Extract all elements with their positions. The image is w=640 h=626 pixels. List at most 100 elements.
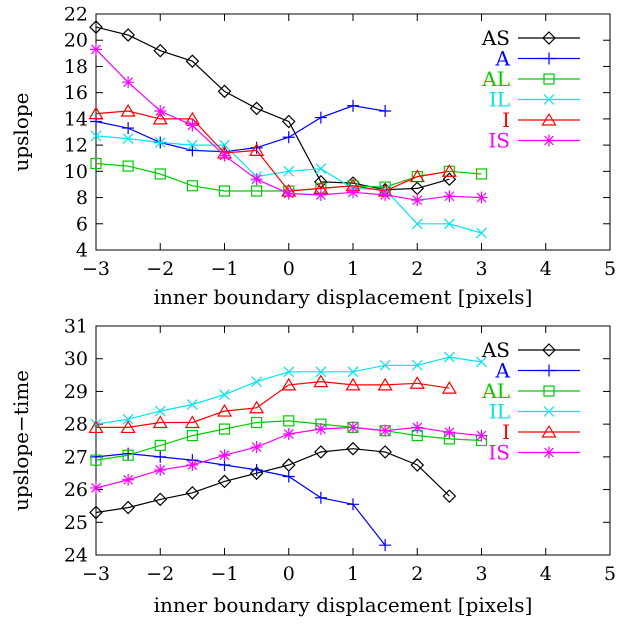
data-point xyxy=(251,416,263,429)
data-point xyxy=(347,366,359,378)
data-point xyxy=(251,185,263,197)
data-point xyxy=(379,105,392,118)
data-point xyxy=(443,426,456,439)
data-point xyxy=(282,187,295,200)
data-point xyxy=(249,143,265,156)
y-axis-label: upslope xyxy=(9,92,33,171)
series-al xyxy=(90,415,488,466)
data-point xyxy=(217,474,232,489)
legend-marker xyxy=(543,364,555,377)
y-tick-label: 29 xyxy=(64,381,88,403)
data-point xyxy=(282,427,295,440)
data-point xyxy=(219,389,230,401)
x-tick-label: −2 xyxy=(146,563,174,585)
series-as xyxy=(89,441,457,520)
x-tick-label: 2 xyxy=(411,258,423,280)
series-as xyxy=(89,20,457,197)
data-point xyxy=(443,218,455,230)
series-line xyxy=(95,420,482,461)
y-tick-label: 31 xyxy=(64,316,88,338)
data-point xyxy=(186,429,198,442)
y-tick-label: 6 xyxy=(76,213,88,235)
data-point xyxy=(410,458,425,472)
x-tick-label: 1 xyxy=(347,258,359,280)
plot-frame xyxy=(95,325,611,556)
data-point xyxy=(411,194,424,207)
legend-label: A xyxy=(495,47,511,71)
data-point xyxy=(379,188,392,201)
series-a xyxy=(90,99,392,158)
data-point xyxy=(379,539,392,552)
y-tick-label: 30 xyxy=(64,348,88,370)
x-tick-label: 0 xyxy=(283,563,295,585)
x-tick-label: 5 xyxy=(604,563,616,585)
x-axis-label: inner boundary displacement [pixels] xyxy=(154,593,533,617)
data-point xyxy=(153,43,168,58)
legend-label: AL xyxy=(481,379,510,403)
series-line xyxy=(96,380,450,428)
y-tick-label: 28 xyxy=(64,414,88,436)
legend-marker xyxy=(543,446,555,459)
y-tick-label: 24 xyxy=(64,545,88,567)
y-tick-label: 18 xyxy=(64,56,88,78)
x-tick-label: 3 xyxy=(475,258,487,280)
data-point xyxy=(216,403,233,417)
data-point xyxy=(313,374,329,388)
data-point xyxy=(154,463,167,476)
data-point xyxy=(411,218,423,230)
data-point xyxy=(379,359,391,371)
data-point xyxy=(250,441,263,454)
data-point xyxy=(441,164,457,177)
data-point xyxy=(122,122,135,135)
data-point xyxy=(90,43,102,56)
data-point xyxy=(186,399,198,410)
legend-marker xyxy=(541,424,557,438)
data-point xyxy=(186,119,199,132)
data-point xyxy=(283,415,295,427)
data-point xyxy=(442,489,457,503)
series-i xyxy=(88,374,457,434)
data-point xyxy=(378,445,392,459)
series-line xyxy=(95,110,450,192)
data-point xyxy=(282,131,295,144)
data-point xyxy=(90,130,102,142)
data-point xyxy=(186,139,198,151)
y-tick-label: 8 xyxy=(76,187,88,209)
x-tick-label: −1 xyxy=(210,258,238,280)
legend-label: AS xyxy=(481,26,510,50)
data-point xyxy=(120,420,136,434)
data-point xyxy=(347,186,359,199)
series-is xyxy=(90,43,488,207)
legend-marker xyxy=(541,112,557,126)
data-point xyxy=(249,101,264,116)
data-point xyxy=(409,169,425,183)
data-point xyxy=(90,481,102,494)
data-point xyxy=(411,359,423,371)
data-point xyxy=(345,377,361,391)
series-line xyxy=(95,105,386,153)
data-point xyxy=(185,485,200,500)
data-point xyxy=(379,424,392,437)
legend-label: AL xyxy=(481,67,510,91)
data-point xyxy=(314,423,327,436)
data-point xyxy=(89,505,103,520)
x-tick-label: −1 xyxy=(210,563,238,585)
legend-label: IL xyxy=(489,400,510,424)
data-point xyxy=(250,463,263,476)
data-point xyxy=(122,76,135,89)
x-tick-label: 3 xyxy=(475,563,487,585)
y-tick-label: 20 xyxy=(64,30,88,52)
legend-marker xyxy=(543,406,555,417)
data-point xyxy=(250,173,263,186)
series-line xyxy=(95,48,482,201)
x-tick-label: 4 xyxy=(540,258,552,280)
data-point xyxy=(186,459,199,472)
data-point xyxy=(154,105,167,118)
x-tick-label: 0 xyxy=(283,258,295,280)
data-point xyxy=(441,380,457,394)
legend-label: IS xyxy=(488,129,510,153)
series-is xyxy=(90,421,488,494)
series-line xyxy=(95,452,386,546)
x-tick-label: 1 xyxy=(347,563,359,585)
